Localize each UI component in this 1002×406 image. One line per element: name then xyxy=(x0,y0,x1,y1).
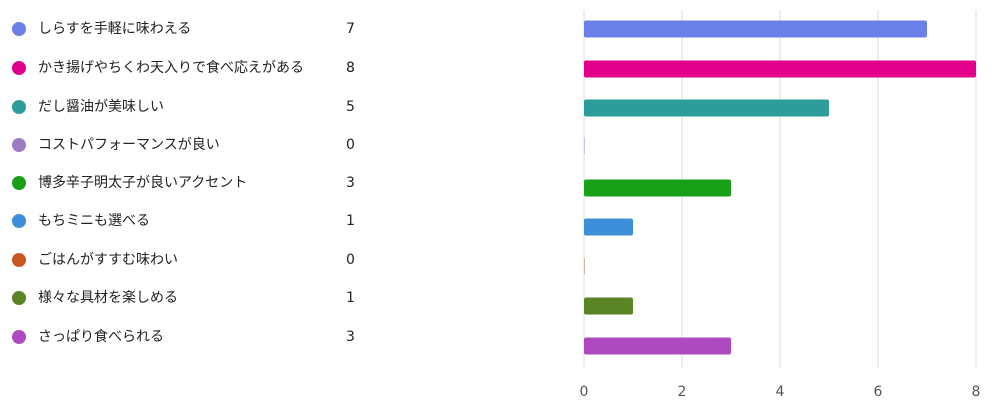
legend-value: 8 xyxy=(346,60,355,76)
legend-label: 博多辛子明太子が良いアクセント xyxy=(38,175,248,191)
legend-label: ごはんがすすむ味わい xyxy=(38,252,178,268)
x-tick-label: 6 xyxy=(874,384,883,400)
legend-label: だし醤油が美味しい xyxy=(38,99,164,115)
x-tick-label: 4 xyxy=(776,384,785,400)
legend-dot xyxy=(12,176,26,190)
legend-dot xyxy=(12,214,26,228)
legend-dot xyxy=(12,253,26,267)
legend-value: 1 xyxy=(346,290,355,306)
legend-label: もちミニも選べる xyxy=(38,213,150,229)
bar xyxy=(584,137,585,155)
legend-label: さっぱり食べられる xyxy=(38,329,164,345)
x-tick-label: 2 xyxy=(678,384,687,400)
legend-dot xyxy=(12,22,26,36)
legend-label: しらすを手軽に味わえる xyxy=(38,21,192,37)
bar xyxy=(584,99,829,117)
legend-item: だし醤油が美味しい 5 xyxy=(0,96,380,118)
legend: しらすを手軽に味わえる 7 かき揚げやちくわ天入りで食べ応えがある 8 だし醤油… xyxy=(0,0,380,406)
legend-item: ごはんがすすむ味わい 0 xyxy=(0,249,380,271)
bar xyxy=(584,297,633,315)
legend-item: もちミニも選べる 1 xyxy=(0,210,380,232)
legend-item: かき揚げやちくわ天入りで食べ応えがある 8 xyxy=(0,57,380,79)
legend-item: さっぱり食べられる 3 xyxy=(0,326,380,348)
legend-value: 0 xyxy=(346,252,355,268)
legend-dot xyxy=(12,330,26,344)
x-tick-label: 0 xyxy=(580,384,589,400)
bar xyxy=(584,337,731,355)
bar xyxy=(584,257,585,275)
legend-value: 1 xyxy=(346,213,355,229)
x-tick-label: 8 xyxy=(972,384,981,400)
legend-item: 様々な具材を楽しめる 1 xyxy=(0,287,380,309)
legend-value: 7 xyxy=(346,21,355,37)
legend-label: かき揚げやちくわ天入りで食べ応えがある xyxy=(38,60,304,76)
legend-value: 0 xyxy=(346,137,355,153)
legend-dot xyxy=(12,138,26,152)
legend-dot xyxy=(12,100,26,114)
legend-dot xyxy=(12,291,26,305)
legend-item: 博多辛子明太子が良いアクセント 3 xyxy=(0,172,380,194)
legend-value: 3 xyxy=(346,329,355,345)
bar xyxy=(584,60,976,78)
bar xyxy=(584,218,633,236)
bar xyxy=(584,179,731,197)
legend-value: 5 xyxy=(346,99,355,115)
bar xyxy=(584,20,927,38)
legend-value: 3 xyxy=(346,175,355,191)
legend-item: しらすを手軽に味わえる 7 xyxy=(0,18,380,40)
legend-label: コストパフォーマンスが良い xyxy=(38,137,220,153)
legend-item: コストパフォーマンスが良い 0 xyxy=(0,134,380,156)
legend-dot xyxy=(12,61,26,75)
legend-label: 様々な具材を楽しめる xyxy=(38,290,178,306)
